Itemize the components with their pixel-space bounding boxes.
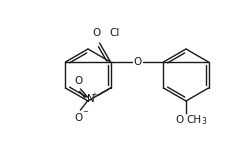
Text: O: O <box>93 28 101 38</box>
Text: O: O <box>74 76 83 86</box>
Text: Cl: Cl <box>110 28 120 38</box>
Text: CH: CH <box>186 115 202 125</box>
Text: −: − <box>83 109 88 115</box>
Text: +: + <box>92 92 97 98</box>
Text: N: N <box>87 94 94 104</box>
Text: O: O <box>176 115 184 125</box>
Text: O: O <box>74 113 83 123</box>
Text: O: O <box>133 57 141 67</box>
Text: 3: 3 <box>202 117 206 127</box>
